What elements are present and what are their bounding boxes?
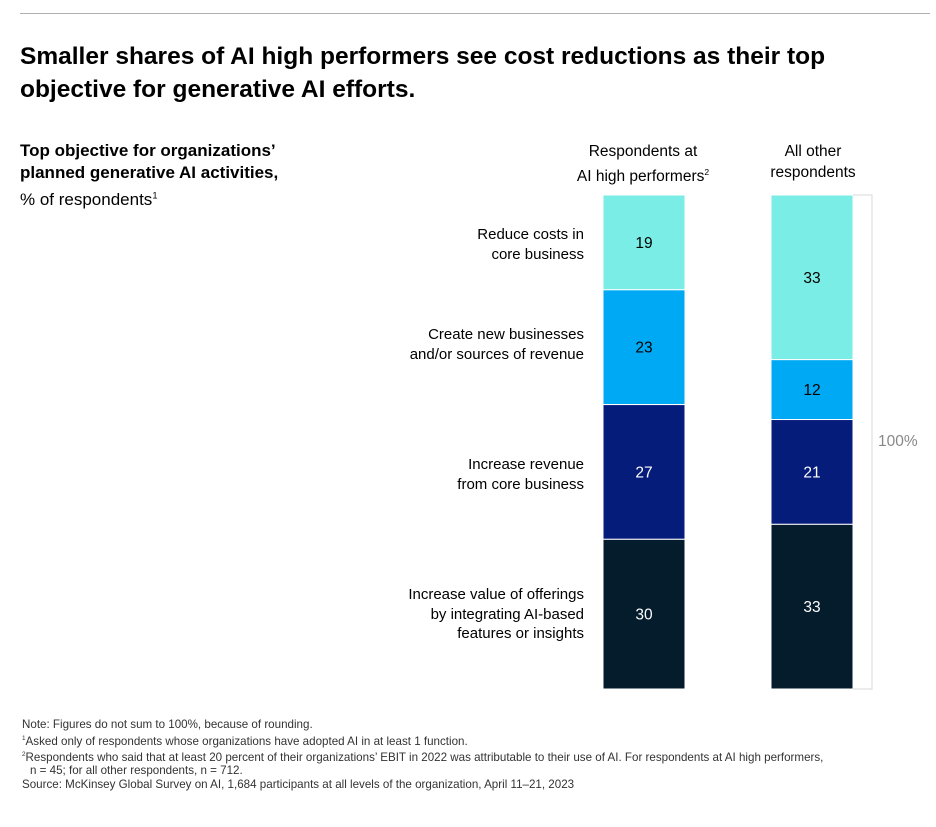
category-label-reduce-costs: Reduce costs in core business xyxy=(344,225,584,264)
column-header-text: AI high performers xyxy=(576,168,705,186)
column-header-high-performers: Respondents at AI high performers2 xyxy=(568,141,718,187)
note-1: 1Asked only of respondents whose organiz… xyxy=(22,732,922,748)
chart-title: Smaller shares of AI high performers see… xyxy=(20,43,826,103)
category-label-line: core business xyxy=(491,245,584,263)
bar-segment-new-businesses-col-1 xyxy=(602,289,686,406)
category-label-increase-revenue: Increase revenue from core business xyxy=(344,455,584,494)
category-label-increase-value: Increase value of offerings by integrati… xyxy=(344,585,584,644)
chart-subtitle: Top objective for organizations’ planned… xyxy=(20,140,340,211)
bar-segment-increase-revenue-col-1 xyxy=(602,404,686,540)
note-rounding: Note: Figures do not sum to 100%, becaus… xyxy=(22,718,922,732)
column-header-line-1: All other xyxy=(784,143,842,160)
column-header-line-1: Respondents at xyxy=(588,143,698,160)
category-label-line: from core business xyxy=(457,475,584,493)
bar-segment-increase-revenue-col-2 xyxy=(770,419,854,525)
total-bracket xyxy=(853,194,873,690)
bar-segment-new-businesses-col-2 xyxy=(770,359,854,421)
note-source: Source: McKinsey Global Survey on AI, 1,… xyxy=(22,778,922,792)
category-label-new-businesses: Create new businesses and/or sources of … xyxy=(344,325,584,364)
data-label-increase-revenue-col-2: 21 xyxy=(803,464,820,481)
data-label-increase-value-col-2: 33 xyxy=(803,599,820,616)
column-header-line-2: respondents xyxy=(770,164,856,181)
data-label-increase-revenue-col-1: 27 xyxy=(635,464,652,481)
category-label-line: Increase revenue xyxy=(468,456,584,473)
bar-segment-increase-value-col-2 xyxy=(770,523,854,690)
note-marker: 2 xyxy=(22,750,26,758)
data-label-new-businesses-col-2: 12 xyxy=(803,382,820,399)
footnotes: Note: Figures do not sum to 100%, becaus… xyxy=(22,718,922,791)
subtitle-unit: % of respondents xyxy=(20,189,153,209)
note-text: Asked only of respondents whose organiza… xyxy=(25,734,468,748)
category-label-line: Increase value of offerings xyxy=(408,586,584,603)
note-2-continued: n = 45; for all other respondents, n = 7… xyxy=(22,764,922,778)
data-label-new-businesses-col-1: 23 xyxy=(635,340,652,357)
category-label-line: and/or sources of revenue xyxy=(409,345,584,363)
note-2: 2Respondents who said that at least 20 p… xyxy=(22,748,922,764)
subtitle-line-1: Top objective for organizations’ xyxy=(20,141,276,160)
note-text: Source: McKinsey Global Survey on AI, 1,… xyxy=(22,777,575,791)
note-marker: 1 xyxy=(22,734,26,742)
subtitle-line-3: % of respondents1 xyxy=(20,190,158,209)
subtitle-line-2: planned generative AI activities, xyxy=(20,163,279,182)
category-label-line: by integrating AI-based xyxy=(430,605,584,623)
data-label-increase-value-col-1: 30 xyxy=(635,607,653,624)
note-text: n = 45; for all other respondents, n = 7… xyxy=(30,764,243,778)
bar-segment-reduce-costs-col-2 xyxy=(770,194,854,361)
category-label-line: features or insights xyxy=(457,625,584,642)
footnote-ref-1: 1 xyxy=(152,190,158,200)
data-label-reduce-costs-col-2: 33 xyxy=(803,270,820,287)
column-header-line-2: AI high performers2 xyxy=(568,162,718,187)
category-label-line: Create new businesses xyxy=(428,326,584,343)
data-label-reduce-costs-col-1: 19 xyxy=(635,235,652,252)
top-rule xyxy=(20,13,930,14)
footnote-ref-2: 2 xyxy=(704,167,710,177)
note-text: Note: Figures do not sum to 100%, becaus… xyxy=(22,718,313,731)
total-bracket-label: 100% xyxy=(878,433,918,450)
category-label-line: Reduce costs in xyxy=(477,226,584,243)
note-text: Respondents who said that at least 20 pe… xyxy=(25,750,824,764)
bar-segment-increase-value-col-1 xyxy=(602,538,686,690)
column-header-other-respondents: All other respondents xyxy=(748,141,878,183)
